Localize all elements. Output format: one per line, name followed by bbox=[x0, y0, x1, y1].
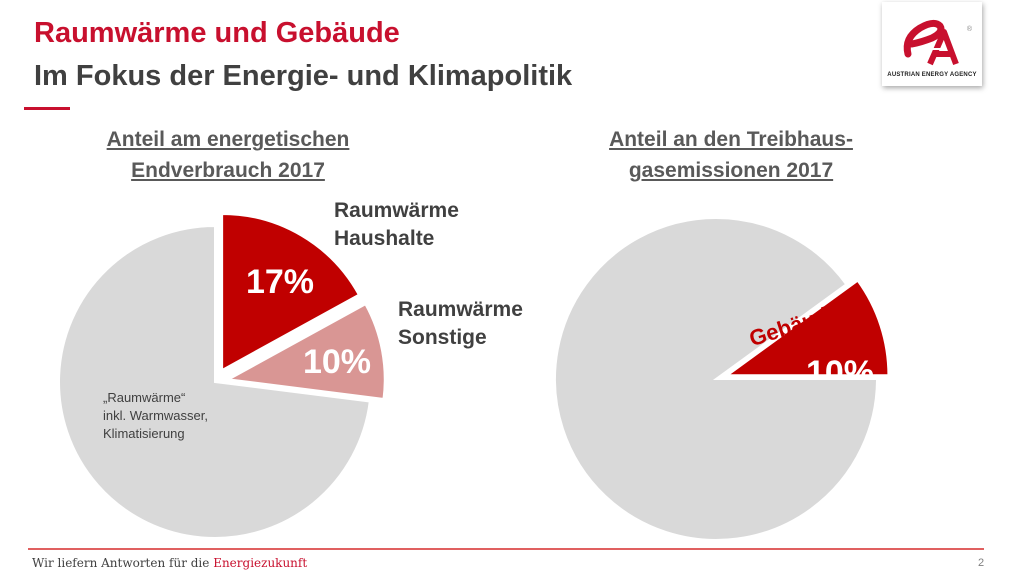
chart1-title-line2: Endverbrauch 2017 bbox=[131, 159, 325, 182]
pie1-slice-label-2: Raumwärme Sonstige bbox=[398, 298, 523, 349]
chart2-title: Anteil an den Treibhaus- gasemissionen 2… bbox=[571, 124, 891, 186]
austrian-energy-agency-ea-logo bbox=[903, 19, 959, 66]
pie1-slice-3 bbox=[58, 224, 371, 539]
chart1-title-line1: Anteil am energetischen bbox=[106, 128, 350, 151]
pie2-slice-2 bbox=[554, 217, 879, 541]
chart2-title-line2: gasemissionen 2017 bbox=[628, 159, 834, 182]
pie2-slice-1 bbox=[724, 279, 890, 377]
footer-accent: Energiezukunft bbox=[213, 556, 308, 570]
page-number: 2 bbox=[978, 557, 985, 569]
footer-tagline: Wir liefern Antworten für die Energiezuk… bbox=[32, 556, 307, 570]
registered-mark: ® bbox=[966, 26, 972, 33]
page-subtitle: Im Fokus der Energie- und Klimapolitik bbox=[34, 60, 573, 92]
pie1-value-label-2: 10% bbox=[303, 343, 371, 381]
pie1-slice-2 bbox=[225, 302, 386, 401]
pie1-slice-1 bbox=[221, 212, 361, 372]
pie1-value-label-1: 17% bbox=[246, 263, 314, 301]
company-logo: ® AUSTRIAN ENERGY AGENCY bbox=[882, 2, 982, 86]
footer-text: Wir liefern Antworten für die bbox=[32, 556, 214, 570]
title-accent-rule bbox=[24, 107, 70, 110]
chart1-title: Anteil am energetischen Endverbrauch 201… bbox=[68, 124, 388, 186]
logo-text: AUSTRIAN ENERGY AGENCY bbox=[887, 72, 977, 78]
page-title: Raumwärme und Gebäude bbox=[34, 17, 400, 49]
pie1-slice-label-1: Raumwärme Haushalte bbox=[334, 199, 459, 250]
chart1-note-line3: Klimatisierung bbox=[103, 426, 185, 441]
chart2-title-line1: Anteil an den Treibhaus- bbox=[609, 128, 853, 151]
chart1-note: „Raumwärme“ inkl. Warmwasser, Klimatisie… bbox=[103, 389, 208, 443]
chart1-note-line1: „Raumwärme“ bbox=[103, 390, 186, 405]
footer-rule bbox=[28, 548, 984, 550]
chart1-note-line2: inkl. Warmwasser, bbox=[103, 408, 208, 423]
